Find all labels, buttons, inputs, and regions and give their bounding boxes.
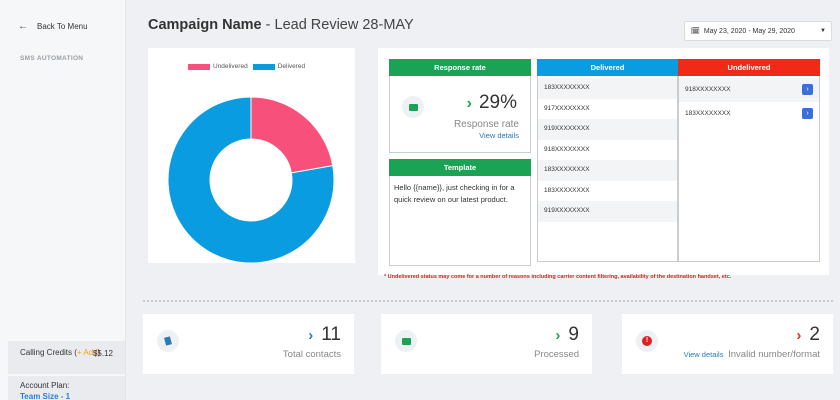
add-credits-link[interactable]: + Add <box>76 348 98 357</box>
undelivered-row: 183XXXXXXXX › <box>679 102 819 126</box>
donut-slice-undelivered[interactable] <box>250 96 334 174</box>
template-header: Template <box>389 159 531 176</box>
contacts-icon <box>157 330 179 352</box>
total-contacts-value: › 11 <box>308 324 341 346</box>
legend-label: Delivered <box>277 63 306 70</box>
invalid-number-label: View details Invalid number/format <box>684 349 820 360</box>
delivered-header: Delivered <box>537 59 678 76</box>
section-label: SMS AUTOMATION <box>20 55 84 62</box>
undelivered-row: 918XXXXXXXX › <box>679 78 819 102</box>
calendar-icon: 🗓 <box>691 28 700 35</box>
undelivered-header: Undelivered <box>678 59 820 76</box>
arrow-left-icon: ← <box>18 21 28 32</box>
delivered-row: 183XXXXXXXX <box>538 78 677 99</box>
chevron-right-icon: › <box>796 327 802 344</box>
date-range-picker[interactable]: 🗓 May 23, 2020 - May 29, 2020 ▼ <box>684 21 832 41</box>
campaign-name-label: Campaign Name <box>148 17 262 33</box>
delivered-row: 919XXXXXXXX <box>538 201 677 222</box>
results-panel: Response rate › 29% Response rate View de… <box>378 48 829 280</box>
response-rate-label: Response rate <box>453 119 519 130</box>
delivered-list: Delivered 183XXXXXXXX 917XXXXXXXX 919XXXXX… <box>537 59 678 262</box>
delivered-rows: 183XXXXXXXX 917XXXXXXXX 919XXXXXXXX 918XXXX… <box>538 78 677 222</box>
response-rate-number: 29% <box>478 92 517 113</box>
delivered-row: 183XXXXXXXX <box>544 186 590 194</box>
legend-label: Undelivered <box>213 63 248 70</box>
credits-label: Calling Credits ( <box>20 348 77 357</box>
page-title: Campaign Name - Lead Review 28-MAY <box>148 17 414 33</box>
undelivered-list: Undelivered 918XXXXXXXX › 183XXXXXXXX › <box>678 59 820 262</box>
chevron-right-icon: › <box>308 327 314 344</box>
section-divider <box>143 300 833 302</box>
invalid-number-value: › 2 <box>796 324 820 346</box>
plan-label: Account Plan: <box>20 381 70 390</box>
delivery-chart-card: Undelivered Delivered <box>148 48 355 263</box>
chevron-down-icon: ▼ <box>820 28 826 34</box>
delivered-row: 917XXXXXXXX <box>544 104 590 112</box>
processed-card: › 9 Processed <box>381 314 592 374</box>
response-rate-card: Response rate › 29% Response rate View de… <box>389 59 531 153</box>
template-text: Hello {{name}}, just checking in for a q… <box>394 183 515 204</box>
processed-number: 9 <box>568 324 579 345</box>
total-contacts-label: Total contacts <box>282 349 341 360</box>
donut-slice-delivered[interactable] <box>167 96 335 263</box>
sidebar: ← Back To Menu SMS AUTOMATION Calling Cr… <box>0 0 126 400</box>
response-rate-value: › 29% <box>467 92 517 114</box>
delivered-row: 183XXXXXXXX <box>538 160 677 181</box>
total-contacts-card: › 11 Total contacts <box>143 314 354 374</box>
campaign-title: - Lead Review 28-MAY <box>261 17 414 33</box>
invalid-number-count: 2 <box>809 324 820 345</box>
legend-item-undelivered[interactable]: Undelivered <box>188 63 248 70</box>
resend-button[interactable]: › <box>802 108 813 119</box>
legend-swatch <box>188 63 210 70</box>
template-card: Template Hello {{name}}, just checking i… <box>389 159 531 266</box>
processed-value: › 9 <box>555 324 579 346</box>
date-range-value: May 23, 2020 - May 29, 2020 <box>703 27 795 35</box>
chart-legend: Undelivered Delivered <box>188 63 310 70</box>
undelivered-number: 918XXXXXXXX <box>685 86 731 93</box>
chevron-right-icon: › <box>555 327 561 344</box>
processed-label: Processed <box>534 349 579 360</box>
resend-button[interactable]: › <box>802 84 813 95</box>
total-contacts-number: 11 <box>321 324 341 345</box>
back-to-menu-label: Back To Menu <box>37 22 88 31</box>
delivery-donut-chart <box>167 96 335 263</box>
undelivered-footnote: * Undelivered status may come for a numb… <box>384 274 732 280</box>
invalid-number-text: Invalid number/format <box>728 349 820 360</box>
calling-credits: Calling Credits (+ Add) $5.12 <box>8 341 125 374</box>
chevron-right-icon: › <box>466 95 472 112</box>
envelope-icon <box>395 330 417 352</box>
response-rate-header: Response rate <box>389 59 531 76</box>
plan-value[interactable]: Team Size - 1 <box>20 392 71 400</box>
invalid-number-card: ! › 2 View details Invalid number/format <box>622 314 833 374</box>
undelivered-rows: 918XXXXXXXX › 183XXXXXXXX › <box>679 78 819 126</box>
legend-item-delivered[interactable]: Delivered <box>252 63 306 70</box>
alert-icon: ! <box>636 330 658 352</box>
delivered-row: 918XXXXXXXX <box>544 145 590 153</box>
envelope-icon <box>402 96 424 118</box>
view-details-link[interactable]: View details <box>683 350 724 359</box>
credits-close: ) <box>97 348 101 357</box>
back-to-menu-link[interactable]: ← Back To Menu <box>18 21 88 32</box>
credits-amount: $5.12 <box>92 349 113 358</box>
account-plan: Account Plan: Team Size - 1 <box>8 376 125 400</box>
view-details-link[interactable]: View details <box>479 131 519 140</box>
legend-swatch <box>252 63 275 70</box>
undelivered-number: 183XXXXXXXX <box>685 110 731 117</box>
delivered-row: 919XXXXXXXX <box>538 119 677 140</box>
